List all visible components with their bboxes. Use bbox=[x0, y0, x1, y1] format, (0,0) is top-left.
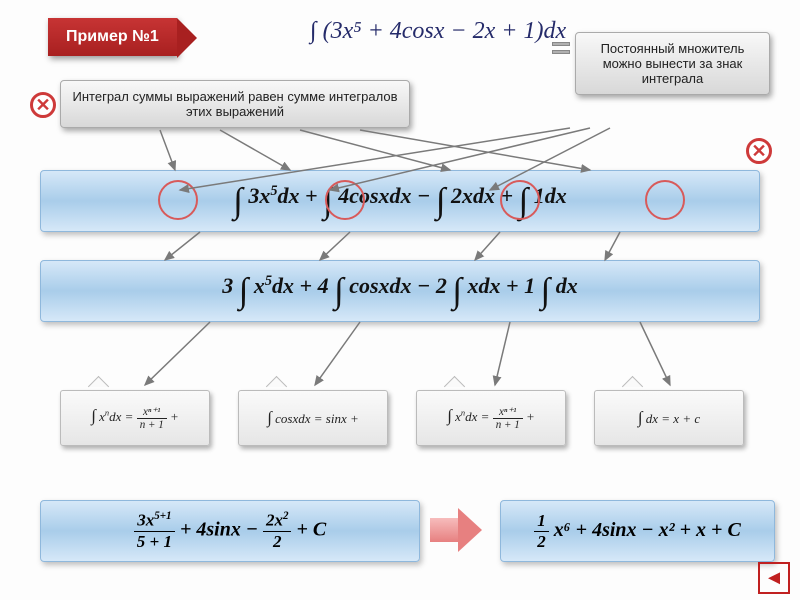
step1-panel: ∫ 3x5dx + ∫ 4cosxdx − ∫ 2xdx + ∫ 1dx bbox=[40, 170, 760, 232]
step2-panel: 3 ∫ x5dx + 4 ∫ cosxdx − 2 ∫ xdx + 1 ∫ dx bbox=[40, 260, 760, 322]
hint-constant-rule: Постоянный множитель можно вынести за зн… bbox=[575, 32, 770, 95]
result-left: 3x5+15 + 1 + 4sinx − 2x22 + C bbox=[134, 510, 326, 552]
formula-power: ∫ xndx = xⁿ⁺¹n + 1 + bbox=[60, 390, 210, 446]
close-icon[interactable]: ✕ bbox=[30, 92, 56, 118]
main-integral: ∫ (3x⁵ + 4cosx − 2x + 1)dx bbox=[310, 18, 566, 45]
result-right: 12 x⁶ + 4sinx − x² + x + C bbox=[534, 511, 741, 552]
formula-const: ∫ dx = x + c bbox=[594, 390, 744, 446]
result-right-panel: 12 x⁶ + 4sinx − x² + x + C bbox=[500, 500, 775, 562]
formula-power2: ∫ xndx = xⁿ⁺¹n + 1 + bbox=[416, 390, 566, 446]
close-icon[interactable]: ✕ bbox=[746, 138, 772, 164]
step2-expression: 3 ∫ x5dx + 4 ∫ cosxdx − 2 ∫ xdx + 1 ∫ dx bbox=[222, 271, 577, 311]
back-nav-icon[interactable]: ◄ bbox=[758, 562, 790, 594]
step1-expression: ∫ 3x5dx + ∫ 4cosxdx − ∫ 2xdx + ∫ 1dx bbox=[233, 181, 566, 221]
example-title: Пример №1 bbox=[48, 18, 177, 56]
equals-marker bbox=[552, 42, 570, 54]
result-left-panel: 3x5+15 + 1 + 4sinx − 2x22 + C bbox=[40, 500, 420, 562]
hint-sum-rule: Интеграл суммы выражений равен сумме инт… bbox=[60, 80, 410, 128]
result-arrow-icon bbox=[430, 508, 484, 552]
formula-cos: ∫ cosxdx = sinx + bbox=[238, 390, 388, 446]
